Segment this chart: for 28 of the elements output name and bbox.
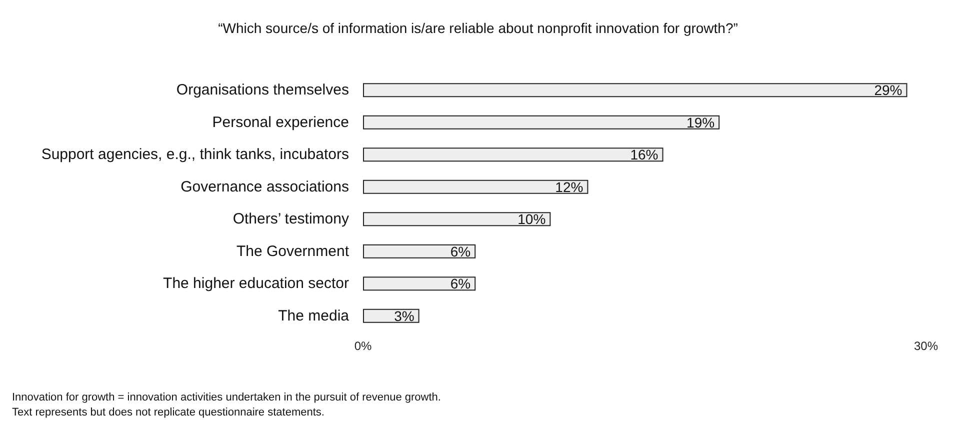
data-label: 3%	[394, 308, 414, 324]
y-tick-label: Organisations themselves	[176, 82, 349, 99]
data-label: 16%	[630, 146, 658, 163]
x-tick-label: 0%	[354, 339, 372, 353]
text: Innovation for growth = innovation activities undertaken in the pursuit of revenue growth.	[12, 392, 441, 404]
data-label: 10%	[518, 211, 546, 228]
y-tick-label: Support agencies, e.g., think tanks, incubators	[41, 146, 349, 164]
data-label: 19%	[686, 114, 715, 130]
y-tick-label: Personal experience	[212, 114, 349, 131]
bar	[363, 148, 664, 162]
y-tick-label: The media	[278, 307, 350, 324]
data-label: 6%	[450, 276, 471, 292]
bar	[363, 180, 588, 194]
data-label: 29%	[874, 82, 902, 98]
text: Text represents but does not replicate questionnaire statements.	[12, 406, 324, 418]
x-tick-label: 30%	[914, 339, 938, 353]
bar	[363, 115, 720, 130]
y-tick-label: The higher education sector	[163, 275, 349, 292]
bar	[363, 244, 476, 258]
chart-title: “Which source/s of information is/are reliable about nonprofit innovation for growth?”	[218, 20, 738, 36]
bar	[363, 83, 908, 98]
bar	[363, 276, 476, 291]
data-label: 12%	[555, 178, 584, 195]
y-tick-label: Others’ testimony	[232, 210, 350, 228]
y-tick-label: The Government	[236, 242, 350, 260]
bar	[363, 212, 551, 226]
y-tick-label: Governance associations	[180, 178, 349, 196]
data-label: 6%	[450, 243, 471, 260]
